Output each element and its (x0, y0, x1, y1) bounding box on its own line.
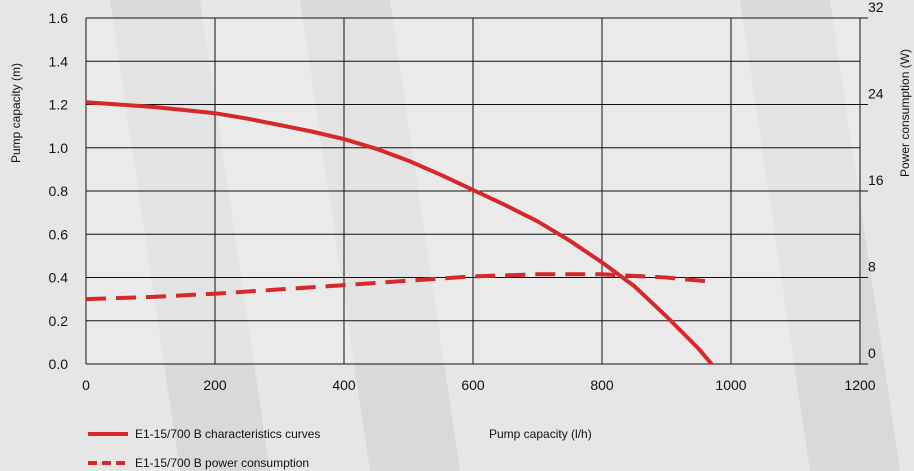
series-line-power (85, 272, 712, 302)
x-tick-label: 400 (332, 377, 356, 393)
legend: E1-15/700 B characteristics curves E1-15… (88, 427, 320, 470)
y-axis-title: Pump capacity (m) (9, 63, 23, 163)
series-line-characteristics (85, 100, 714, 366)
y2-tick-label: 8 (868, 259, 876, 275)
background-band (110, 0, 270, 471)
x-tick-label: 1200 (844, 377, 875, 393)
x-tick-label: 200 (203, 377, 227, 393)
y-tick-label: 1.2 (49, 97, 69, 113)
y-tick-label: 0.8 (49, 183, 69, 199)
legend-item-characteristics: E1-15/700 B characteristics curves (135, 427, 320, 441)
x-tick-label: 1000 (715, 377, 746, 393)
x-tick-label: 800 (590, 377, 614, 393)
x-tick-label: 0 (82, 377, 90, 393)
y2-tick-label: 16 (868, 172, 884, 188)
y-tick-label: 1.4 (49, 53, 69, 69)
legend-item-power: E1-15/700 B power consumption (135, 456, 309, 470)
series-layer (85, 100, 714, 366)
y2-tick-label: 32 (868, 0, 884, 15)
y-tick-label: 0.4 (49, 270, 69, 286)
y-tick-label: 0.6 (49, 226, 69, 242)
y-tick-label: 1.0 (49, 140, 69, 156)
y2-tick-label: 0 (868, 345, 876, 361)
y-tick-label: 0.0 (49, 356, 69, 372)
y2-tick-label: 24 (868, 86, 884, 102)
x-tick-label: 600 (461, 377, 485, 393)
y-tick-label: 1.6 (49, 10, 69, 26)
background-band (300, 0, 460, 471)
tick-labels: 0 200 400 600 800 1000 1200 0.0 0.2 0.4 0.6 0.8 1.0 1… (49, 0, 884, 393)
x-axis-title: Pump capacity (l/h) (489, 427, 592, 441)
y-tick-label: 0.2 (49, 313, 69, 329)
y2-axis-title: Power consumption (W) (898, 49, 912, 177)
